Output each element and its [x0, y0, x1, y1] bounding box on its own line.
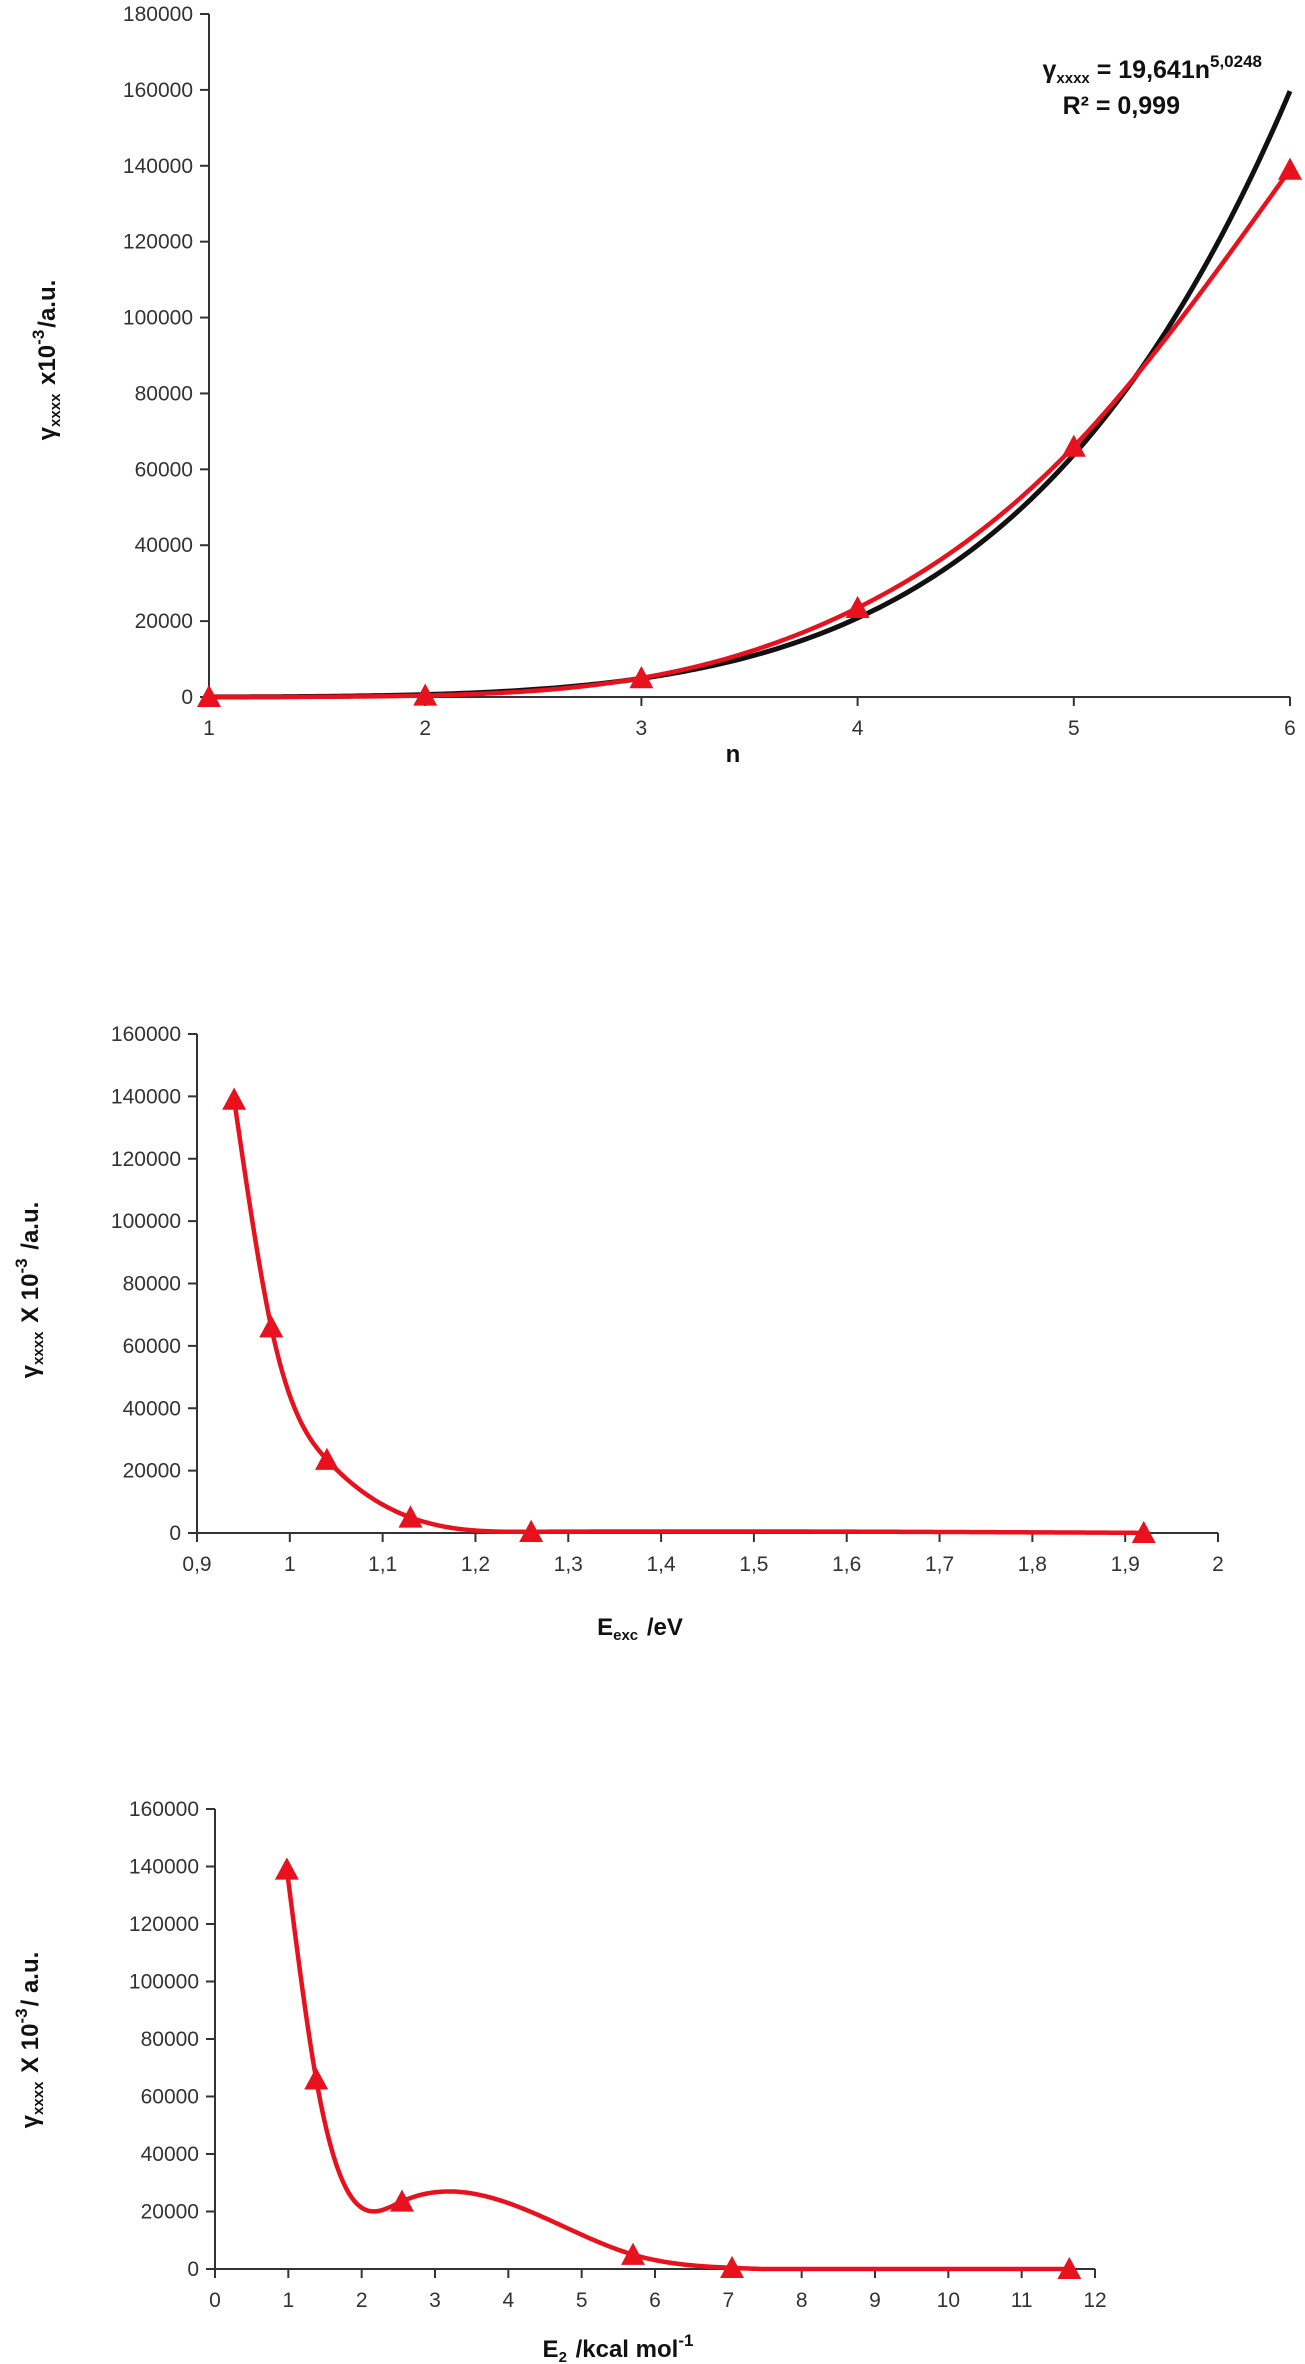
x-tick-label: 12: [1083, 2289, 1106, 2312]
x-tick-label: 1: [282, 2289, 294, 2312]
y-axis-title: γxxxx X 10-3 /a.u.: [12, 1202, 47, 1379]
x-tick-label: 1,7: [925, 1553, 954, 1576]
chart-gamma-vs-eexc: 0 20000 40000 60000 80000 100000 120000 140000 1…: [12, 1023, 1224, 1644]
data-point-marker: [845, 595, 870, 619]
data-point-marker: [720, 2255, 744, 2279]
y-tick-label: 140000: [111, 1085, 181, 1108]
y-axis-title: γxxxx x10-3 /a.u.: [29, 280, 64, 441]
data-point-marker: [1057, 2256, 1082, 2280]
x-tick-label: 1: [284, 1553, 296, 1576]
fit-equation: γxxxx = 19,641n5,0248: [1042, 52, 1262, 87]
y-tick-label: 160000: [111, 1023, 181, 1046]
chart-gamma-vs-e2: 0 20000 40000 60000 80000 100000 120000 140000 1…: [12, 1798, 1107, 2364]
series-line: [231, 1099, 1144, 1536]
x-tick-label: 1,6: [832, 1553, 861, 1576]
x-tick-label: 3: [636, 717, 648, 740]
x-tick-label: 5: [1068, 717, 1080, 740]
data-point-marker: [1061, 434, 1086, 457]
x-tick-label: 6: [1284, 717, 1296, 740]
data-point-marker: [1131, 1520, 1156, 1544]
y-tick-label: 80000: [123, 1273, 181, 1296]
y-tick-label: 180000: [123, 3, 193, 26]
y-tick-label: 140000: [129, 1856, 199, 1879]
y-tick-label: 120000: [129, 1913, 199, 1936]
y-tick-label: 100000: [123, 307, 193, 330]
data-point-marker: [519, 1519, 544, 1542]
x-tick-label: 1,8: [1018, 1553, 1047, 1576]
data-point-marker: [621, 2242, 645, 2265]
x-tick-label: 1,3: [554, 1553, 583, 1576]
fit-curve: [208, 90, 1293, 700]
x-tick-label: 5: [576, 2289, 588, 2312]
x-tick-label: 8: [796, 2289, 808, 2312]
y-axis-title: γxxxx X 10-3 / a.u.: [12, 1952, 47, 2129]
y-tick-label: 20000: [123, 1460, 181, 1483]
fit-r2: R² = 0,999: [1063, 92, 1180, 120]
x-tick-label: 2: [1212, 1553, 1224, 1576]
x-tick-label: 10: [937, 2289, 960, 2312]
x-tick-label: 4: [852, 717, 864, 740]
x-tick-label: 1,5: [739, 1553, 768, 1576]
x-axis-title: Eexc /eV: [597, 1614, 683, 1644]
chart-gamma-vs-n: 0 20000 40000 60000 80000 100000 120000 140000 1…: [29, 3, 1302, 768]
y-tick-label: 80000: [135, 382, 193, 405]
series-line: [284, 1869, 1070, 2272]
y-tick-label: 100000: [129, 1971, 199, 1994]
y-tick-label: 60000: [141, 2086, 199, 2109]
y-tick-label: 40000: [123, 1397, 181, 1420]
y-tick-label: 60000: [135, 458, 193, 481]
data-point-marker: [304, 2067, 329, 2090]
x-axis-title: E2 /kcal mol-1: [543, 2331, 694, 2364]
x-tick-label: 1,1: [368, 1553, 397, 1576]
x-tick-label: 3: [429, 2289, 441, 2312]
y-tick-label: 100000: [111, 1210, 181, 1233]
y-tick-label: 140000: [123, 155, 193, 178]
data-point-marker: [259, 1315, 284, 1338]
x-tick-label: 1,9: [1111, 1553, 1140, 1576]
x-tick-label: 1,2: [461, 1553, 490, 1576]
x-tick-label: 9: [869, 2289, 881, 2312]
y-tick-label: 0: [169, 1522, 181, 1545]
y-tick-label: 20000: [141, 2201, 199, 2224]
data-point-marker: [1278, 157, 1302, 180]
y-tick-label: 120000: [111, 1148, 181, 1171]
y-tick-label: 0: [187, 2258, 199, 2281]
x-axis-title: n: [726, 741, 741, 768]
data-point-marker: [197, 684, 221, 708]
data-point-marker: [390, 2189, 414, 2212]
y-tick-label: 60000: [123, 1335, 181, 1358]
x-tick-label: 6: [649, 2289, 661, 2312]
data-point-marker: [629, 666, 654, 689]
x-tick-label: 1: [203, 717, 215, 740]
x-tick-label: 2: [419, 717, 431, 740]
data-point-marker: [274, 1857, 299, 1880]
x-tick-label: 1,4: [646, 1553, 676, 1576]
y-tick-label: 120000: [123, 231, 193, 254]
x-tick-label: 0: [209, 2289, 221, 2312]
y-tick-label: 160000: [129, 1798, 199, 1821]
y-tick-label: 80000: [141, 2028, 199, 2051]
x-tick-label: 4: [502, 2289, 514, 2312]
y-tick-label: 40000: [135, 534, 193, 557]
data-point-marker: [222, 1087, 247, 1110]
y-tick-label: 20000: [135, 610, 193, 633]
data-point-marker: [413, 683, 438, 706]
series-line: [208, 168, 1292, 700]
data-point-marker: [314, 1447, 339, 1470]
x-tick-label: 0,9: [182, 1553, 211, 1576]
y-tick-label: 40000: [141, 2143, 199, 2166]
y-tick-label: 160000: [123, 79, 193, 102]
x-tick-label: 11: [1011, 2289, 1033, 2312]
x-tick-label: 7: [722, 2289, 734, 2312]
data-point-marker: [398, 1505, 423, 1528]
x-tick-label: 2: [356, 2289, 368, 2312]
y-tick-label: 0: [181, 686, 193, 709]
